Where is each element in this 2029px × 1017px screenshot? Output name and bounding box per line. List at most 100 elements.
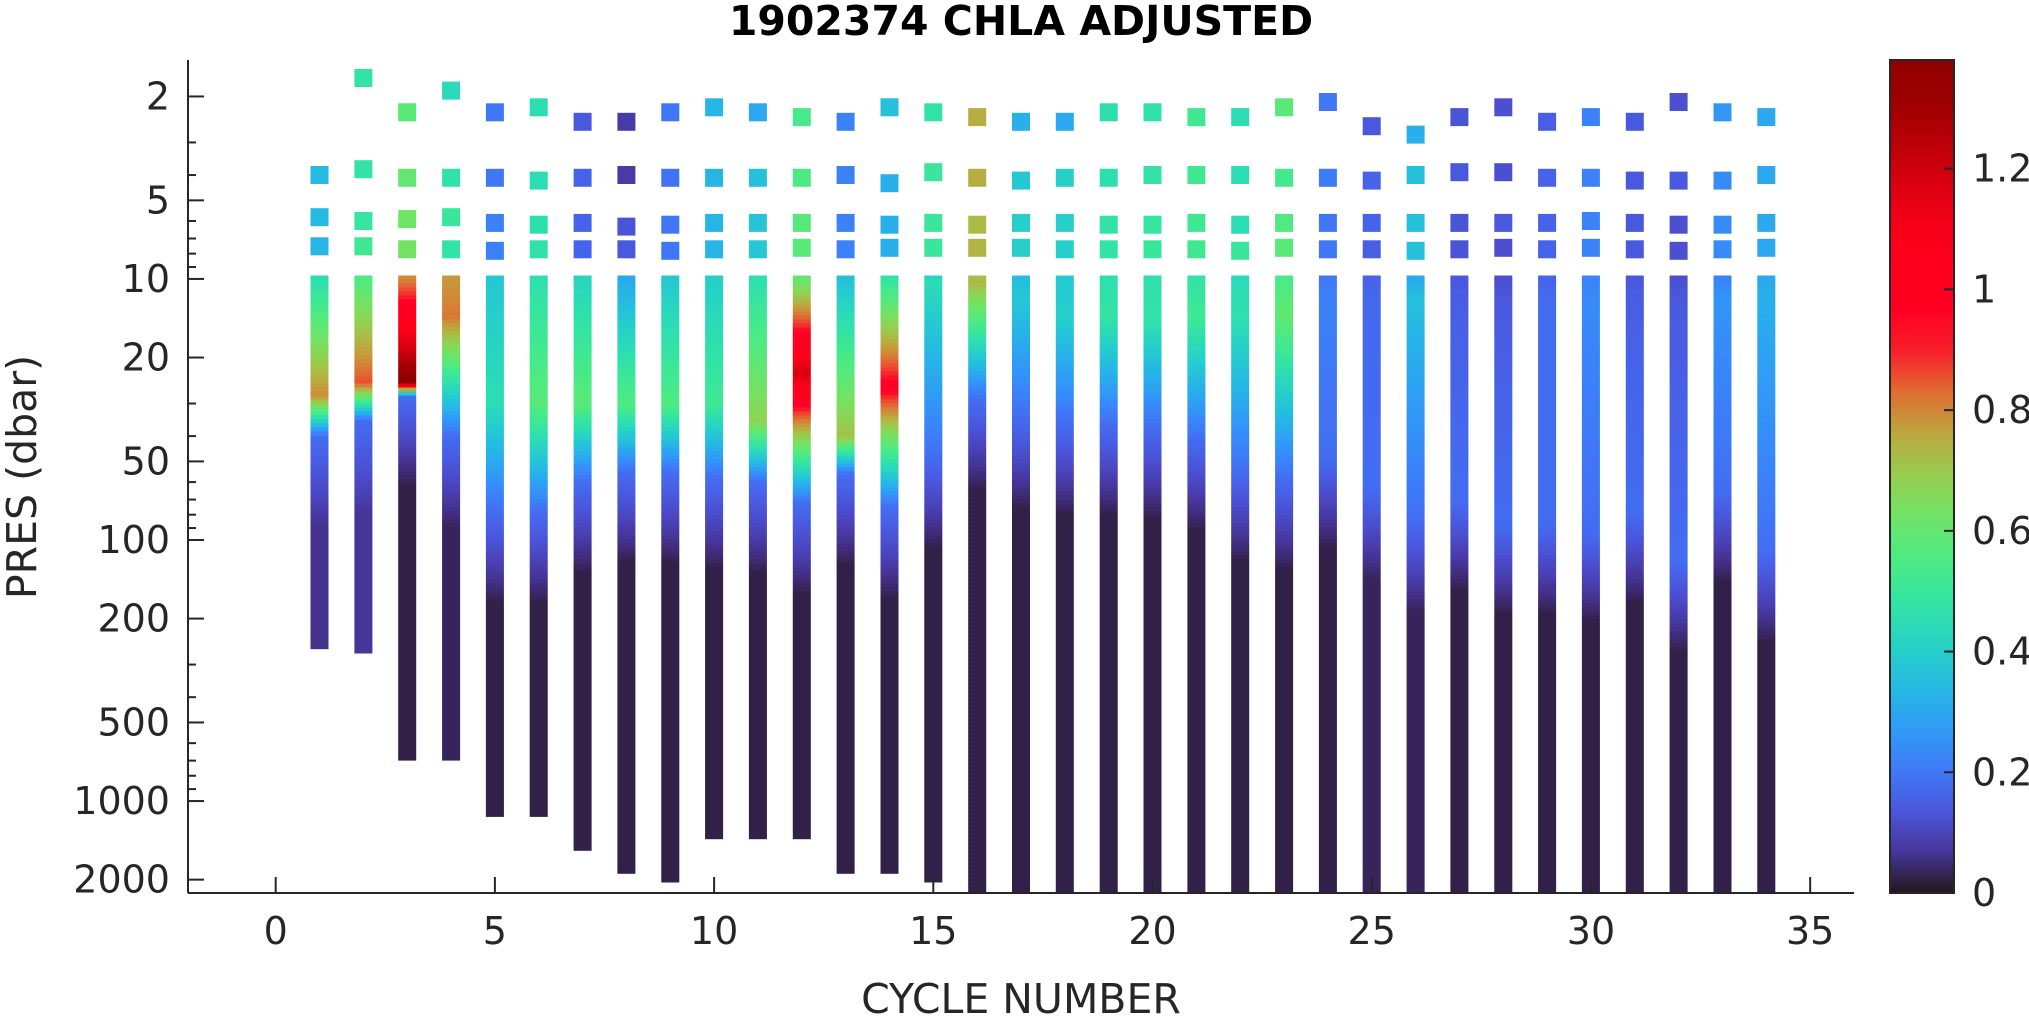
profile-cell bbox=[529, 659, 548, 665]
profile-cell bbox=[1669, 531, 1688, 537]
profile-cell bbox=[617, 839, 636, 845]
profile-cell bbox=[1625, 515, 1644, 521]
profile-cell bbox=[1055, 775, 1074, 781]
profile-cell bbox=[880, 783, 899, 789]
profile-cell bbox=[573, 547, 592, 553]
profile-cell bbox=[1099, 607, 1118, 613]
profile-cell bbox=[1231, 723, 1250, 729]
profile-cell bbox=[1581, 807, 1600, 813]
profile-cell bbox=[617, 383, 636, 389]
profile-cell bbox=[792, 639, 811, 645]
profile-cell bbox=[1055, 499, 1074, 505]
profile-cell bbox=[1450, 783, 1469, 789]
profile-cell bbox=[968, 699, 987, 705]
profile-cell bbox=[310, 567, 329, 573]
profile-cell bbox=[1012, 367, 1030, 373]
profile-cell bbox=[836, 279, 855, 285]
profile-cell bbox=[1581, 491, 1600, 497]
profile-cell bbox=[1538, 303, 1557, 309]
profile-cell bbox=[1625, 291, 1644, 297]
profile-cell bbox=[836, 495, 855, 501]
profile-cell bbox=[1450, 655, 1469, 661]
profile-cell bbox=[1231, 287, 1250, 293]
profile-cell bbox=[1231, 671, 1250, 677]
profile-cell bbox=[1494, 887, 1513, 893]
profile-cell bbox=[1275, 779, 1294, 785]
profile-cell bbox=[529, 319, 548, 325]
profile-cell bbox=[1231, 743, 1250, 749]
profile-cell bbox=[1055, 491, 1074, 497]
profile-cell bbox=[1625, 575, 1644, 581]
profile-cell bbox=[880, 371, 899, 377]
profile-cell bbox=[1406, 823, 1425, 829]
profile-cell bbox=[442, 727, 461, 733]
profile-cell bbox=[1757, 495, 1776, 501]
profile-cell bbox=[398, 699, 417, 705]
profile-cell bbox=[485, 651, 504, 657]
profile-cell bbox=[880, 643, 899, 649]
profile-cell bbox=[485, 559, 504, 565]
profile-cell bbox=[1494, 339, 1513, 345]
profile-cell bbox=[617, 323, 636, 329]
profile-cell bbox=[836, 711, 855, 717]
profile-cell bbox=[1625, 455, 1644, 461]
profile-cell bbox=[1012, 487, 1030, 493]
profile-cell bbox=[1318, 307, 1337, 313]
profile-cell bbox=[880, 819, 899, 825]
profile-cell bbox=[485, 583, 504, 589]
profile-cell bbox=[1099, 479, 1118, 485]
profile-cell bbox=[836, 459, 855, 465]
profile-cell bbox=[529, 331, 548, 337]
profile-cell bbox=[1318, 863, 1337, 869]
profile-cell bbox=[529, 323, 548, 329]
profile-cell bbox=[310, 423, 329, 429]
profile-cell bbox=[836, 351, 855, 357]
profile-cell bbox=[880, 503, 899, 509]
profile-cell bbox=[1099, 391, 1118, 397]
profile-cell bbox=[1581, 547, 1600, 553]
profile-cell bbox=[1099, 275, 1118, 281]
profile-cell bbox=[1362, 563, 1381, 569]
profile-cell bbox=[354, 463, 373, 469]
profile-cell bbox=[924, 503, 943, 509]
profile-cell bbox=[924, 507, 943, 513]
profile-cell bbox=[1581, 719, 1600, 725]
profile-cell bbox=[1099, 671, 1118, 677]
profile-cell bbox=[485, 591, 504, 597]
profile-cell bbox=[1143, 471, 1162, 477]
profile-cell bbox=[968, 643, 987, 649]
profile-cell bbox=[1669, 663, 1688, 669]
profile-cell bbox=[485, 443, 504, 449]
profile-cell bbox=[836, 843, 855, 849]
profile-cell bbox=[485, 463, 504, 469]
profile-cell bbox=[661, 307, 680, 313]
profile-cell bbox=[573, 655, 592, 661]
profile-cell bbox=[1757, 459, 1776, 465]
profile-cell bbox=[924, 851, 943, 857]
profile-cell bbox=[573, 515, 592, 521]
profile-cell bbox=[398, 615, 417, 621]
profile-cell bbox=[1231, 527, 1250, 533]
profile-cell bbox=[1669, 435, 1688, 441]
profile-cell bbox=[529, 291, 548, 297]
profile-cell bbox=[1581, 435, 1600, 441]
profile-cell bbox=[442, 743, 461, 749]
profile-cell bbox=[310, 607, 329, 613]
profile-cell bbox=[1625, 871, 1644, 877]
profile-cell bbox=[1055, 335, 1074, 341]
profile-cell bbox=[924, 783, 943, 789]
profile-cell bbox=[1581, 707, 1600, 713]
profile-cell bbox=[617, 311, 636, 317]
profile-cell bbox=[529, 803, 548, 809]
profile-cell bbox=[1625, 595, 1644, 601]
profile-cell bbox=[1099, 475, 1118, 481]
profile-cell bbox=[792, 771, 811, 777]
profile-cell bbox=[705, 663, 724, 669]
profile-cell bbox=[1143, 331, 1162, 337]
profile-cell bbox=[1713, 347, 1732, 353]
profile-cell bbox=[1757, 347, 1776, 353]
profile-cell bbox=[792, 415, 811, 421]
profile-cell bbox=[1450, 775, 1469, 781]
profile-cell bbox=[1275, 383, 1294, 389]
profile-cell bbox=[1055, 599, 1074, 605]
